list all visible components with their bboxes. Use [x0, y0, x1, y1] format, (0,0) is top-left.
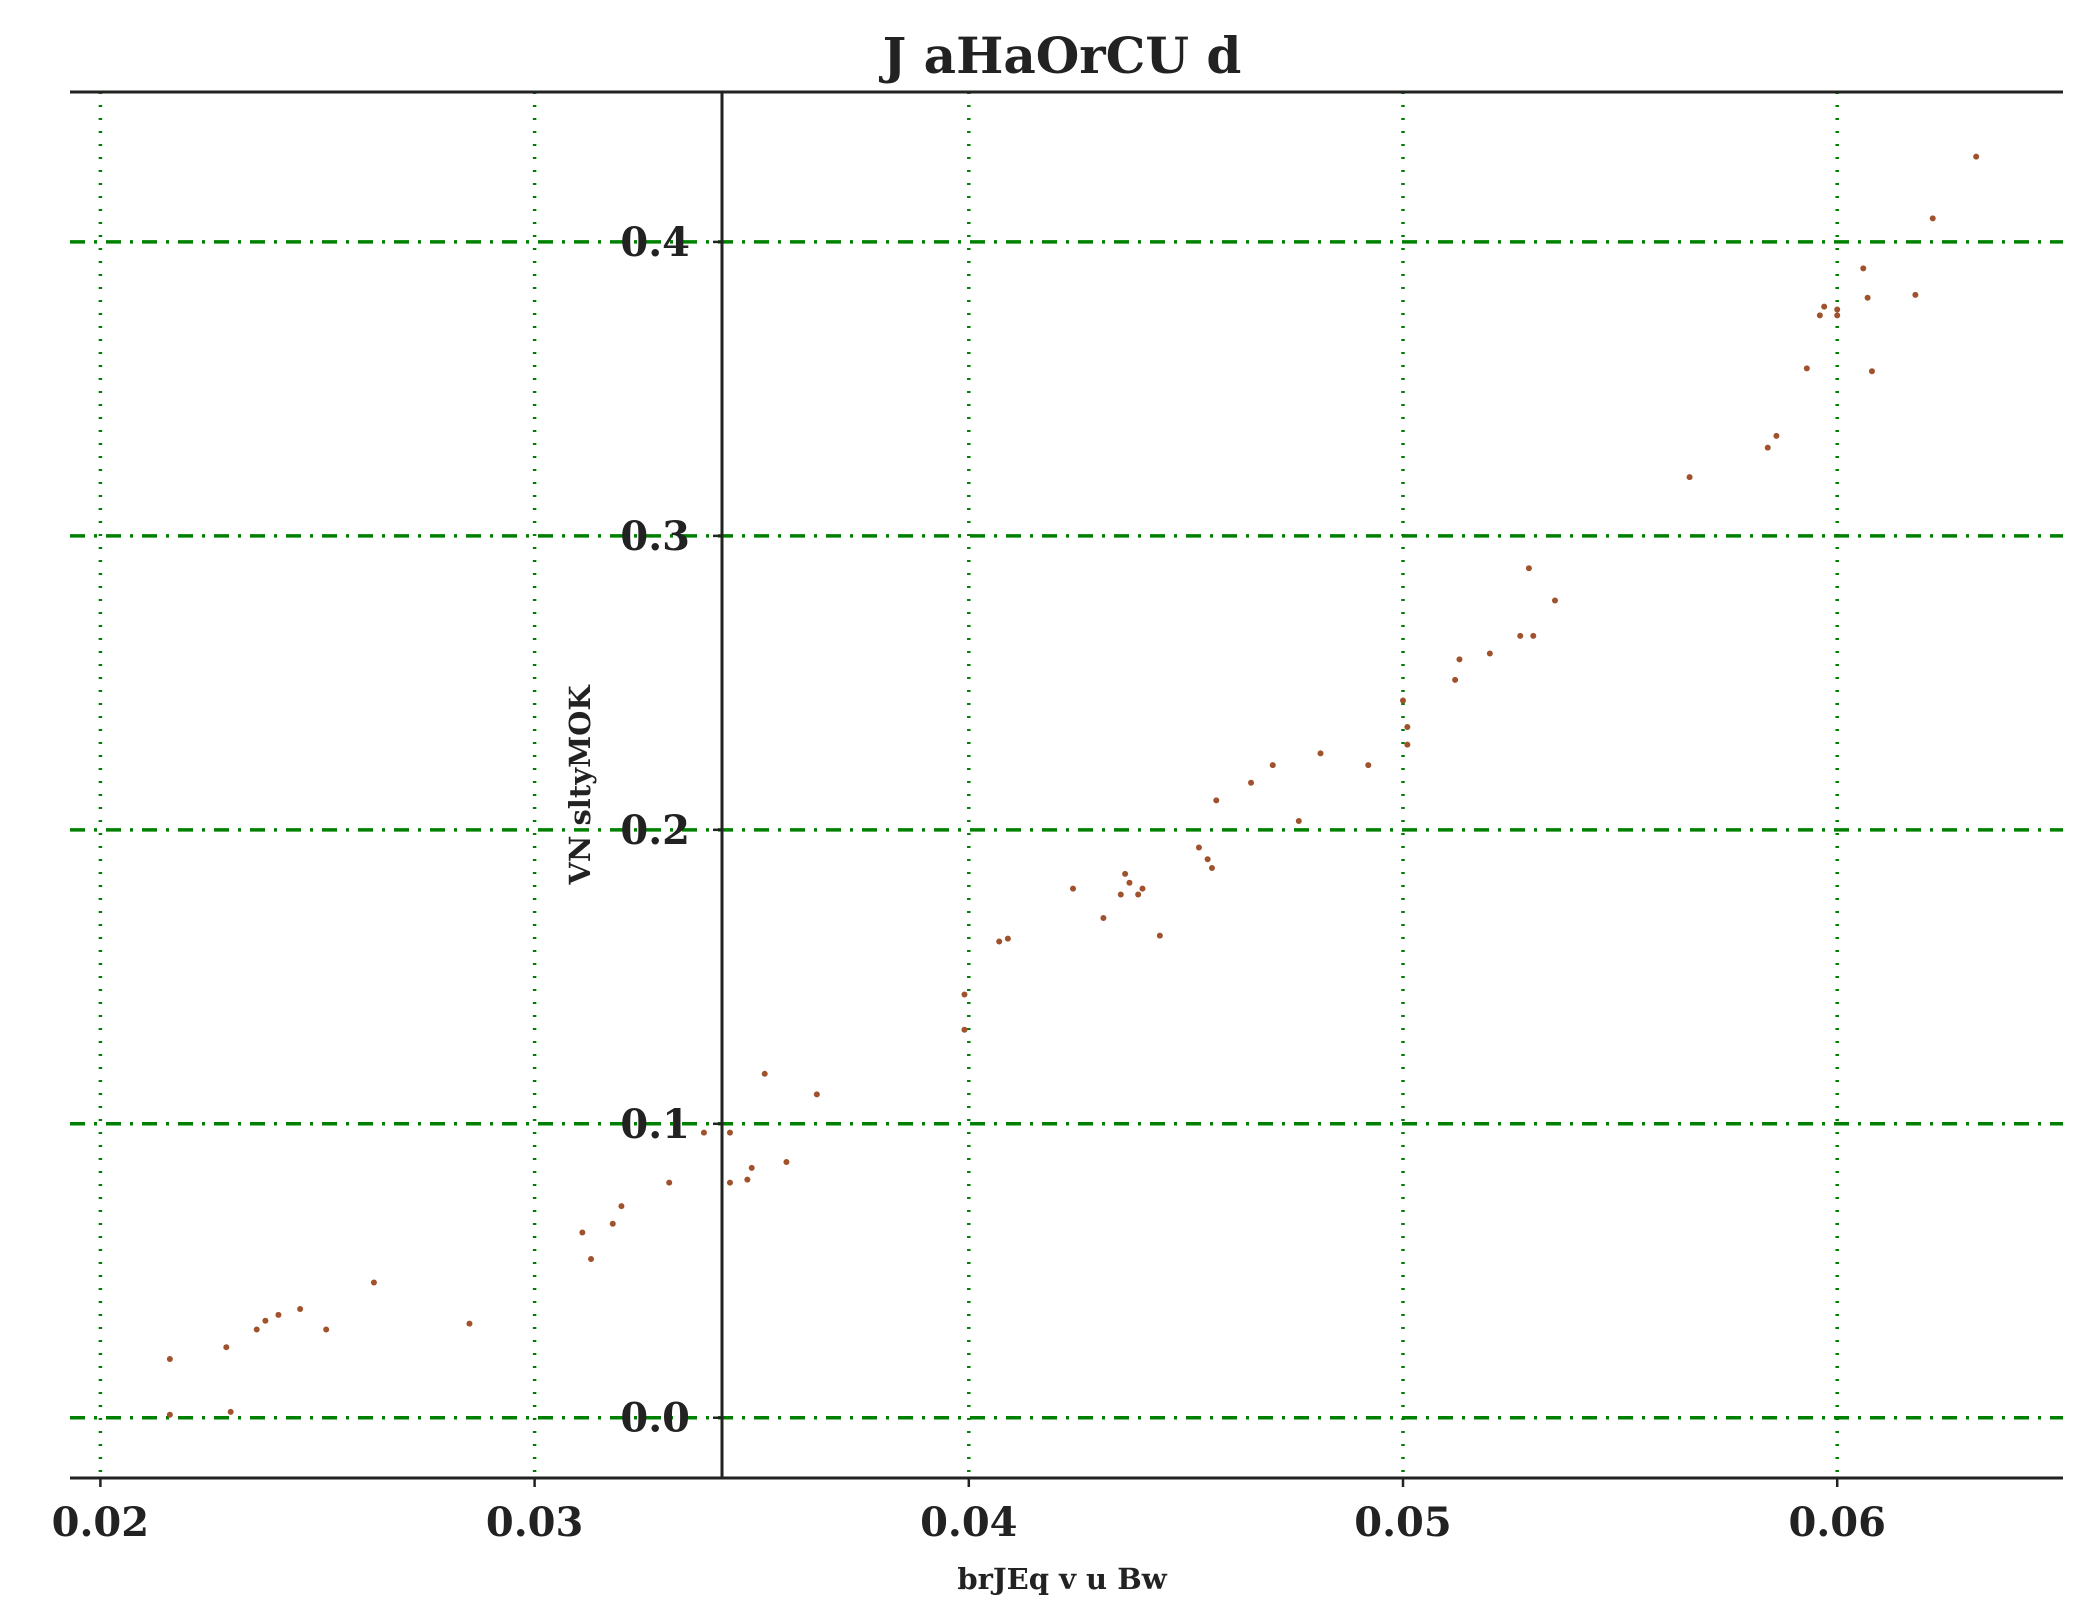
data-point — [1525, 565, 1532, 572]
data-point — [700, 1129, 707, 1136]
axis-spines — [70, 90, 2063, 1487]
y-tick-label: 0.1 — [620, 1101, 690, 1148]
data-point — [1070, 885, 1077, 892]
y-tick-label: 0.4 — [620, 219, 690, 266]
data-point — [1156, 932, 1163, 939]
data-point — [1139, 885, 1146, 892]
data-point — [666, 1179, 673, 1186]
x-tick-label: 0.03 — [486, 1499, 583, 1546]
data-point — [1973, 153, 1980, 160]
data-point — [1404, 723, 1411, 730]
data-point — [726, 1179, 733, 1186]
data-point — [1404, 741, 1411, 748]
data-point — [1864, 294, 1871, 301]
data-point — [1269, 762, 1276, 769]
data-point — [370, 1279, 377, 1286]
data-point — [1517, 632, 1524, 639]
data-point — [609, 1220, 616, 1227]
data-point — [1456, 656, 1463, 663]
data-point — [1486, 650, 1493, 657]
data-point — [275, 1311, 282, 1318]
data-point — [1686, 474, 1693, 481]
data-point — [1803, 365, 1810, 372]
data-point — [1126, 879, 1133, 886]
data-point — [783, 1158, 790, 1165]
data-point — [588, 1256, 595, 1263]
data-point — [1868, 368, 1875, 375]
data-point — [996, 938, 1003, 945]
data-point — [1004, 935, 1011, 942]
data-point — [1821, 303, 1828, 310]
data-point — [1929, 215, 1936, 222]
x-tick-label: 0.04 — [920, 1499, 1017, 1546]
data-point — [1912, 291, 1919, 298]
data-point — [1208, 865, 1215, 872]
data-point — [262, 1317, 269, 1324]
chart-title: J aHaOrCU d — [879, 26, 1242, 85]
data-point — [1834, 312, 1841, 319]
data-point — [1204, 856, 1211, 863]
data-point — [1295, 818, 1302, 825]
y-tick-label: 0.0 — [620, 1395, 690, 1442]
data-point — [1117, 891, 1124, 898]
data-point — [1248, 779, 1255, 786]
data-point — [1195, 844, 1202, 851]
data-point — [1816, 312, 1823, 319]
data-point — [748, 1164, 755, 1171]
data-point — [1452, 676, 1459, 683]
data-point — [579, 1229, 586, 1236]
data-points — [166, 153, 1980, 1418]
data-point — [1365, 762, 1372, 769]
data-point — [813, 1091, 820, 1098]
data-point — [1834, 306, 1841, 313]
data-point — [166, 1355, 173, 1362]
data-point — [1122, 870, 1129, 877]
data-point — [1764, 444, 1771, 451]
y-tick-labels: 0.0 0.1 0.2 0.3 0.4 — [620, 219, 690, 1442]
grid-lines — [70, 92, 2063, 1478]
data-point — [466, 1320, 473, 1327]
data-point — [1860, 265, 1867, 272]
data-point — [166, 1411, 173, 1418]
y-tick-label: 0.2 — [620, 807, 690, 854]
data-point — [297, 1305, 304, 1312]
y-axis-label: VN sltyMOK — [563, 684, 597, 886]
data-point — [618, 1203, 625, 1210]
data-point — [1317, 750, 1324, 757]
data-point — [1100, 915, 1107, 922]
data-point — [1773, 432, 1780, 439]
data-point — [961, 1026, 968, 1033]
x-tick-label: 0.06 — [1789, 1499, 1886, 1546]
data-point — [223, 1344, 230, 1351]
y-tick-label: 0.3 — [620, 513, 690, 560]
data-point — [726, 1129, 733, 1136]
data-point — [1135, 891, 1142, 898]
data-point — [744, 1176, 751, 1183]
x-tick-label: 0.02 — [52, 1499, 149, 1546]
x-tick-labels: 0.02 0.03 0.04 0.05 0.06 — [52, 1499, 1886, 1546]
data-point — [323, 1326, 330, 1333]
x-axis-label: brJEq v u Bw — [957, 1562, 1167, 1596]
data-point — [1530, 632, 1537, 639]
data-point — [1213, 797, 1220, 804]
x-tick-label: 0.05 — [1354, 1499, 1451, 1546]
data-point — [761, 1070, 768, 1077]
data-point — [253, 1326, 260, 1333]
data-point — [1551, 597, 1558, 604]
data-point — [961, 991, 968, 998]
data-point — [227, 1408, 234, 1415]
data-point — [1400, 697, 1407, 704]
